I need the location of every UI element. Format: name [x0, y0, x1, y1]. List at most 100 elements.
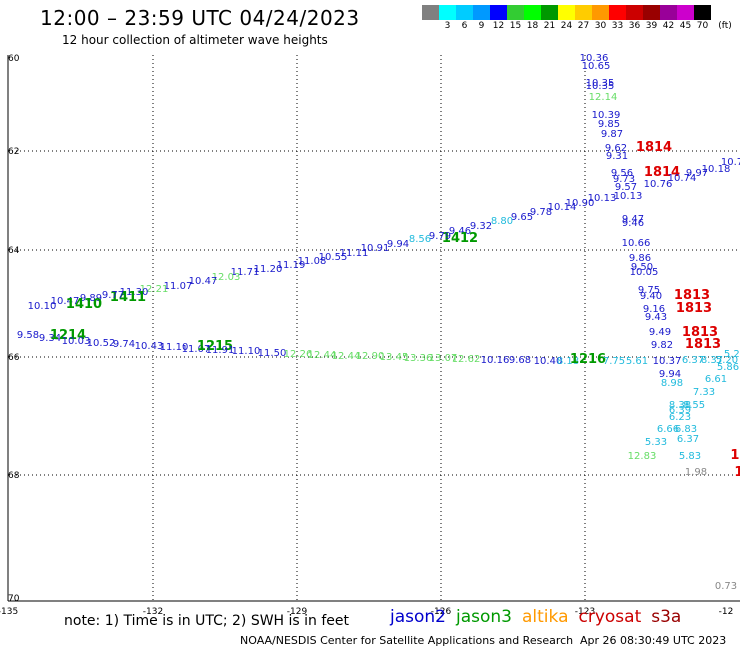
lon-tick-label: -12 — [719, 607, 734, 617]
wave-height-value: 12.44 — [308, 350, 337, 361]
wave-height-value: 9.32 — [470, 221, 492, 232]
wave-height-value: 9.73 — [613, 174, 635, 185]
wave-height-value: 9.74 — [113, 339, 135, 350]
color-scale-swatch — [626, 5, 643, 20]
color-scale-swatch — [694, 5, 711, 20]
wave-height-value: 9.46 — [622, 218, 644, 229]
color-scale-label: 12 — [492, 21, 505, 31]
lat-tick-label: 68 — [8, 471, 20, 481]
wave-height-value: 9.94 — [659, 369, 681, 380]
lat-tick-label: 64 — [8, 246, 20, 256]
wave-height-value: 11.50 — [258, 348, 287, 359]
wave-height-value: 11.10 — [160, 342, 189, 353]
wave-height-value: 9.97 — [686, 168, 708, 179]
lat-lon-grid — [8, 55, 740, 601]
wave-height-value: 10.03 — [62, 336, 91, 347]
wave-height-value: 9.87 — [601, 129, 623, 140]
wave-height-value: 9.94 — [387, 239, 409, 250]
wave-height-value: 9.85 — [598, 119, 620, 130]
wave-height-value: 10.05 — [630, 267, 659, 278]
lon-tick-label: -132 — [143, 607, 163, 617]
wave-height-value: 6.39 — [669, 405, 691, 416]
color-scale-label: 18 — [526, 21, 539, 31]
wave-height-value: 5.61 — [626, 356, 648, 367]
map-subtitle: 12 hour collection of altimeter wave hei… — [62, 33, 328, 47]
wave-height-value: 9.46 — [449, 226, 471, 237]
wave-height-value: 0.73 — [715, 581, 737, 592]
color-scale-swatch — [541, 5, 558, 20]
wave-height-value: 12.90 — [356, 351, 385, 362]
wave-height-value: 8.98 — [661, 378, 683, 389]
credit-line: NOAA/NESDIS Center for Satellite Applica… — [240, 634, 574, 647]
legend-s3a: s3a — [651, 607, 682, 627]
wave-height-value: 12.03 — [212, 272, 241, 283]
wave-height-value: 9.16 — [643, 304, 665, 315]
color-scale-label: 27 — [577, 21, 590, 31]
wave-height-value: 6.83 — [675, 424, 697, 435]
lon-tick-label: -123 — [575, 607, 595, 617]
color-scale-swatch — [473, 5, 490, 20]
pass-time-label: 1813 — [674, 288, 710, 303]
color-scale-label: 42 — [662, 21, 675, 31]
map-title: 12:00 – 23:59 UTC 04/24/2023 — [40, 6, 360, 30]
pass-time-label: 1412 — [442, 231, 478, 246]
color-scale-swatch — [422, 5, 439, 20]
wave-height-value: 12.14 — [589, 92, 618, 103]
color-scale-label: 9 — [478, 21, 485, 31]
wave-height-value: 10.14 — [548, 202, 577, 213]
wave-height-value: 9.43 — [645, 312, 667, 323]
pass-time-label: 181 — [730, 448, 740, 463]
wave-height-value: 8.38 — [669, 400, 691, 411]
wave-height-value: 8.18 — [557, 356, 579, 367]
legend-jason2: jason2 — [390, 607, 446, 627]
color-scale-swatch — [490, 5, 507, 20]
lon-tick-label: -129 — [287, 607, 308, 617]
wave-height-value: 8.55 — [683, 400, 705, 411]
wave-height-value: 11.07 — [182, 344, 211, 355]
wave-height-value: 11.71 — [231, 267, 260, 278]
wave-height-value: 9.49 — [649, 327, 671, 338]
wave-height-value: 10.7 — [721, 157, 740, 168]
wave-height-value: 7.33 — [693, 387, 715, 398]
color-scale-label: 45 — [679, 21, 692, 31]
wave-height-value: 11.19 — [277, 260, 306, 271]
color-scale-swatch — [660, 5, 677, 20]
color-scale-label: 24 — [560, 21, 573, 31]
wave-height-value: 9.89 — [80, 293, 102, 304]
wave-height-value: 9.47 — [622, 214, 644, 225]
color-scale-label: 33 — [611, 21, 624, 31]
wave-height-value: 10.35 — [586, 81, 615, 92]
wave-height-value: 5.25 — [724, 349, 740, 360]
wave-height-value: 10.66 — [622, 238, 651, 249]
wave-height-value: 12.83 — [628, 451, 657, 462]
wave-height-value: 9.50 — [631, 262, 653, 273]
wave-height-value: 9.34 — [39, 333, 61, 344]
color-scale-swatch — [609, 5, 626, 20]
wave-height-value: 12.26 — [284, 349, 313, 360]
pass-time-label: 1814 — [636, 140, 672, 155]
color-scale-label: 6 — [461, 21, 468, 31]
wave-height-value: 8.37 — [701, 355, 723, 366]
color-scale-swatch — [524, 5, 541, 20]
satellite-legend: jason2 jason3 altika cryosat s3a — [390, 607, 691, 627]
wave-height-value: 10.35 — [586, 78, 615, 89]
color-scale-label: 30 — [594, 21, 607, 31]
color-scale-swatch — [643, 5, 660, 20]
wave-height-value: 5.33 — [645, 437, 667, 448]
color-scale-bar — [422, 5, 711, 20]
pass-time-label: 1410 — [66, 297, 102, 312]
lat-tick-label: 60 — [8, 54, 20, 64]
wave-height-value: 10.47 — [189, 276, 218, 287]
color-scale-swatch — [439, 5, 456, 20]
lon-tick-label: -126 — [431, 607, 452, 617]
wave-height-value: 10.36 — [580, 53, 609, 64]
wave-height-value: 9.62 — [605, 143, 627, 154]
color-scale-swatch — [507, 5, 524, 20]
pass-time-label: 1216 — [570, 352, 606, 367]
wave-height-value: 10.47 — [51, 296, 80, 307]
pass-time-label: 1813 — [685, 337, 721, 352]
wave-height-value: 9.78 — [530, 207, 552, 218]
wave-height-value: 1.98 — [685, 467, 707, 478]
wave-height-value: 9.56 — [611, 168, 633, 179]
